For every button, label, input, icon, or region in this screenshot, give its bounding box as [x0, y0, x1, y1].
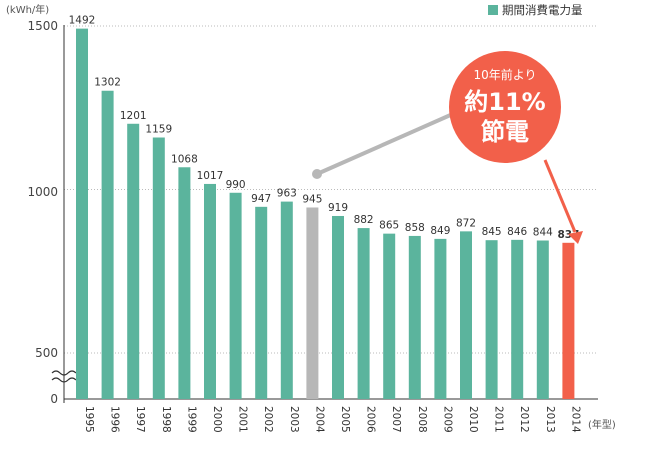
value-label-1999: 1068 [171, 153, 198, 165]
legend-swatch [488, 5, 498, 15]
bar-2000 [204, 183, 216, 399]
bar-2013 [536, 240, 549, 399]
year-label-2011: 2011 [493, 406, 505, 433]
year-label-1998: 1998 [160, 406, 172, 433]
value-label-2009: 849 [430, 225, 450, 237]
year-label-2010: 2010 [467, 406, 479, 433]
callout-bubble: 10年前より 約11% 節電 [449, 51, 561, 163]
callout-line2: 約11% [464, 88, 545, 116]
y-tick-label-1500: 1500 [27, 19, 58, 33]
year-label-2013: 2013 [544, 406, 556, 433]
bar-2004 [306, 207, 319, 399]
bar-2011 [485, 240, 498, 399]
year-label-2012: 2012 [518, 406, 530, 433]
year-label-2003: 2003 [288, 406, 300, 433]
connector-line [316, 111, 456, 176]
bar-1998 [152, 137, 165, 399]
x-axis-unit: (年型) [588, 418, 616, 431]
value-label-2006: 882 [354, 214, 374, 226]
value-label-2001: 990 [226, 179, 246, 191]
bar-2009 [434, 238, 447, 399]
year-label-1996: 1996 [109, 406, 121, 433]
year-label-2014: 2014 [569, 406, 581, 433]
year-label-2000: 2000 [211, 406, 223, 433]
value-label-1997: 1201 [120, 110, 147, 122]
callout-connector [312, 111, 456, 179]
value-label-2004: 945 [302, 193, 322, 205]
bar-2002 [255, 206, 268, 399]
year-label-2005: 2005 [339, 406, 351, 433]
legend-label: 期間消費電力量 [502, 3, 583, 17]
bar-2007 [383, 233, 396, 399]
callout-circle [449, 51, 561, 163]
callout-line3: 節電 [481, 118, 529, 146]
value-label-1995: 1492 [69, 15, 96, 27]
year-label-2009: 2009 [441, 406, 453, 433]
legend: 期間消費電力量 [488, 3, 583, 17]
value-label-2013: 844 [533, 227, 553, 239]
year-label-1999: 1999 [185, 406, 197, 433]
y-tick-label-500: 500 [35, 346, 58, 360]
value-label-2008: 858 [405, 222, 425, 234]
bar-2012 [511, 239, 524, 399]
year-label-2002: 2002 [262, 406, 274, 433]
bar-2006 [357, 228, 370, 399]
bar-2001 [229, 192, 242, 399]
bar-2005 [332, 215, 344, 399]
bar-2003 [280, 201, 293, 399]
bar-2008 [408, 235, 421, 399]
bar-1995 [76, 28, 88, 400]
y-tick-label-0: 0 [50, 392, 58, 406]
year-label-1997: 1997 [134, 406, 146, 433]
value-label-2003: 963 [277, 188, 297, 200]
axis-break-mark [51, 370, 77, 383]
grid-lines [64, 25, 598, 354]
value-label-2010: 872 [456, 217, 476, 229]
y-axis-unit: (kWh/年) [6, 3, 49, 16]
year-labels: 1995 1996 1997 1998 1999 2000 2001 2002 2003 2004… [83, 406, 581, 433]
value-label-2007: 865 [379, 220, 399, 232]
callout-arrow [543, 159, 583, 244]
year-label-2007: 2007 [390, 406, 402, 433]
y-tick-label-1000: 1000 [27, 185, 58, 199]
value-label-1996: 1302 [94, 77, 121, 89]
value-label-2002: 947 [251, 193, 271, 205]
value-label-2012: 846 [507, 226, 527, 238]
value-label-1998: 1159 [145, 124, 172, 136]
value-label-2000: 1017 [197, 170, 224, 182]
value-label-2005: 919 [328, 202, 348, 214]
bars [76, 28, 575, 400]
year-label-2006: 2006 [365, 406, 377, 433]
bar-2014 [562, 242, 575, 399]
bar-2010 [460, 231, 472, 399]
year-label-2008: 2008 [416, 406, 428, 433]
callout-line1: 10年前より [473, 67, 536, 82]
year-label-2001: 2001 [237, 406, 249, 433]
bar-1997 [127, 123, 140, 399]
year-label-2004: 2004 [313, 406, 325, 433]
bar-1999 [178, 167, 191, 399]
year-label-1995: 1995 [83, 406, 95, 433]
value-label-2011: 845 [482, 226, 502, 238]
bar-1996 [101, 90, 114, 399]
